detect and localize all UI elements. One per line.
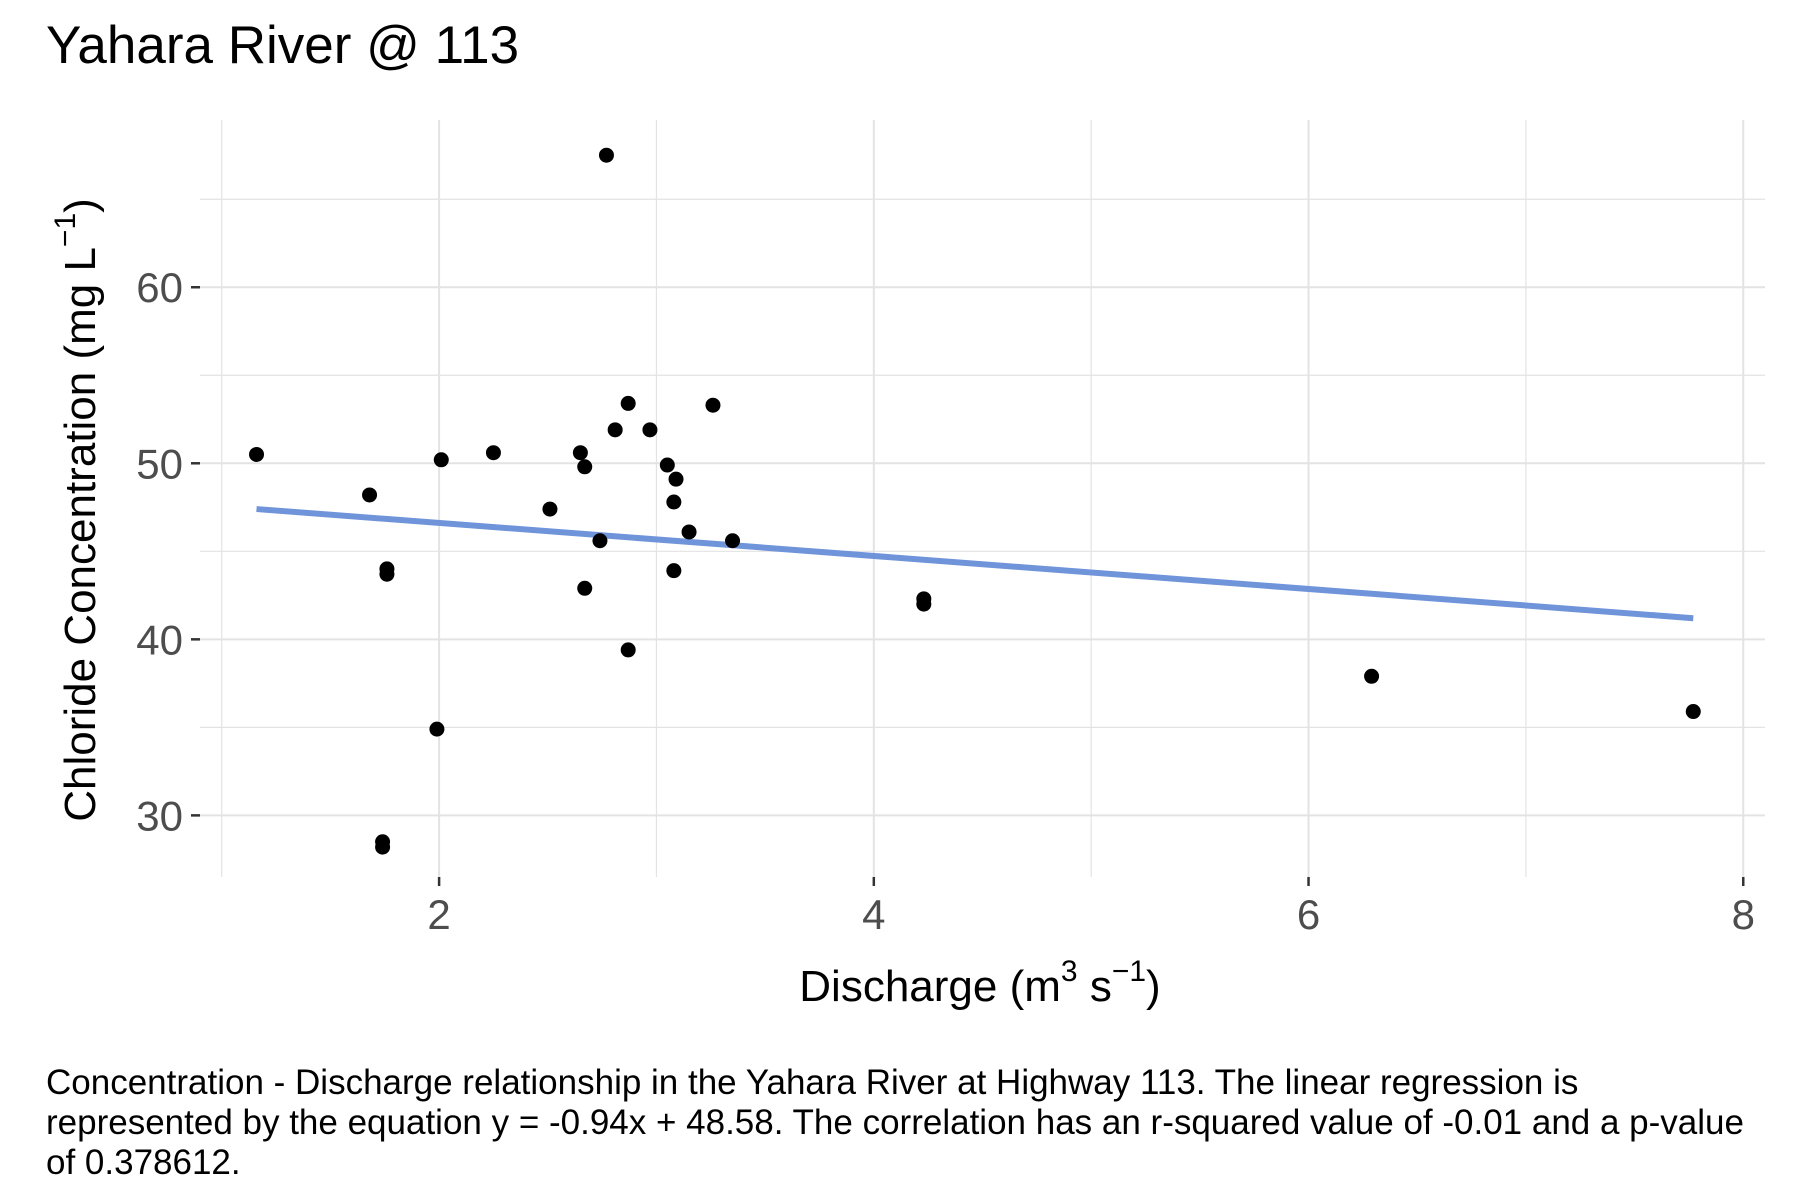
data-point	[592, 533, 608, 549]
regression-line	[256, 506, 1694, 622]
x-axis-title-end: )	[1146, 962, 1161, 1011]
data-point	[1364, 668, 1380, 684]
data-point	[577, 580, 593, 596]
x-tick-label: 8	[1732, 891, 1755, 938]
data-point	[577, 459, 593, 475]
x-axis-title-sup2: −1	[1112, 955, 1146, 988]
grid-major	[200, 120, 1765, 877]
data-point	[607, 422, 623, 438]
y-tick-label: 40	[136, 616, 183, 663]
data-point	[429, 721, 445, 737]
y-axis-title-sup: −1	[49, 213, 82, 247]
x-axis-title-sup1: 3	[1061, 955, 1078, 988]
y-tick-label: 30	[136, 792, 183, 839]
x-tick-label: 4	[862, 891, 885, 938]
data-point	[705, 397, 721, 413]
axis-ticks	[191, 285, 1745, 886]
data-point	[249, 446, 265, 462]
y-axis-title-base: Chloride Concentration (mg L	[56, 247, 105, 822]
x-tick-label: 6	[1297, 891, 1320, 938]
x-tick-label: 2	[427, 891, 450, 938]
x-tick-labels: 2 4 6 8	[427, 891, 1755, 938]
data-point	[572, 445, 588, 461]
data-point	[666, 494, 682, 510]
data-point	[659, 457, 675, 473]
scatter-chart: Yahara River @ 113 2 4 6 8 30 40 50 60 Dischar…	[46, 16, 1765, 1011]
y-tick-label: 60	[136, 264, 183, 311]
figure-caption: Concentration - Discharge relationship i…	[46, 1063, 1744, 1182]
regression-line-group	[256, 506, 1694, 622]
data-point	[620, 642, 636, 658]
y-tick-label: 50	[136, 440, 183, 487]
data-point	[668, 471, 684, 487]
y-axis-title: Chloride Concentration (mg L−1)	[49, 198, 105, 822]
data-point	[681, 524, 697, 540]
data-point	[485, 445, 501, 461]
data-point	[620, 395, 636, 411]
data-point	[375, 839, 391, 855]
data-point	[379, 566, 395, 582]
data-point	[433, 452, 449, 468]
y-axis-title-end: )	[56, 198, 105, 213]
x-axis-title-mid: s	[1078, 962, 1112, 1011]
data-point	[1685, 704, 1701, 720]
y-tick-labels: 30 40 50 60	[136, 264, 183, 839]
data-point	[916, 596, 932, 612]
x-axis-title: Discharge (m3 s−1)	[799, 955, 1160, 1011]
data-points	[249, 147, 1701, 855]
data-point	[598, 147, 614, 163]
data-point	[362, 487, 378, 503]
data-point	[666, 563, 682, 579]
data-point	[642, 422, 658, 438]
data-point	[542, 501, 558, 517]
x-axis-title-base: Discharge (m	[799, 962, 1061, 1011]
chart-title: Yahara River @ 113	[46, 16, 519, 75]
grid-minor	[200, 120, 1765, 877]
data-point	[725, 533, 741, 549]
